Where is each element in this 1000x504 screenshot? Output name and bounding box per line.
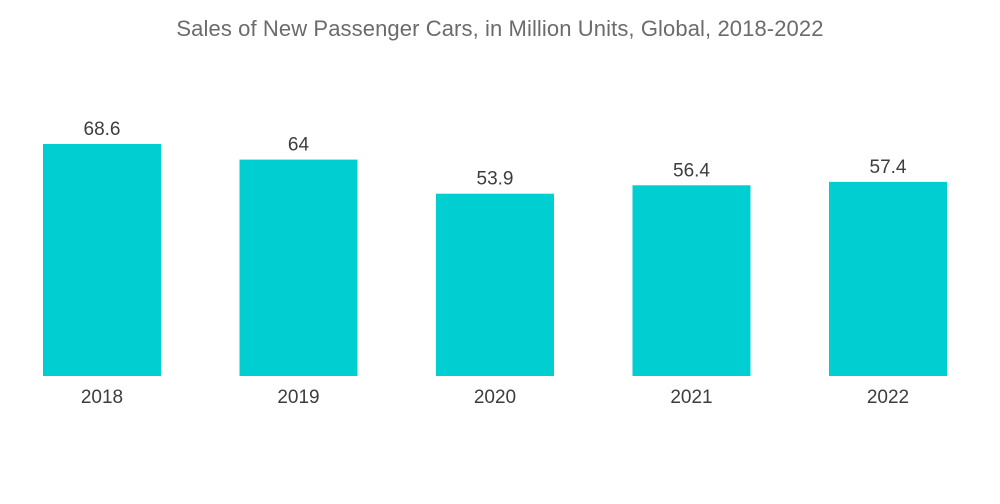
x-tick-label-2022: 2022	[867, 387, 909, 408]
x-tick-label-2018: 2018	[81, 387, 123, 408]
bar-2021	[632, 185, 751, 376]
data-label-2018: 68.6	[84, 119, 121, 140]
x-tick-label-2020: 2020	[474, 387, 516, 408]
data-label-2022: 57.4	[870, 157, 907, 178]
data-labels-group: 68.6 64 53.9 56.4 57.4	[84, 119, 907, 190]
data-label-2019: 64	[288, 135, 310, 156]
bar-2018	[43, 144, 161, 376]
x-tick-label-2019: 2019	[277, 387, 319, 408]
x-axis-ticks: 2018 2019 2020 2021 2022	[81, 387, 909, 408]
chart-title: Sales of New Passenger Cars, in Million …	[176, 16, 824, 41]
bars-group	[43, 144, 947, 376]
bar-2019	[239, 159, 358, 376]
x-tick-label-2021: 2021	[670, 387, 712, 408]
data-label-2021: 56.4	[673, 160, 710, 181]
data-label-2020: 53.9	[477, 169, 514, 190]
bar-2022	[829, 181, 947, 376]
bar-2020	[436, 193, 554, 376]
